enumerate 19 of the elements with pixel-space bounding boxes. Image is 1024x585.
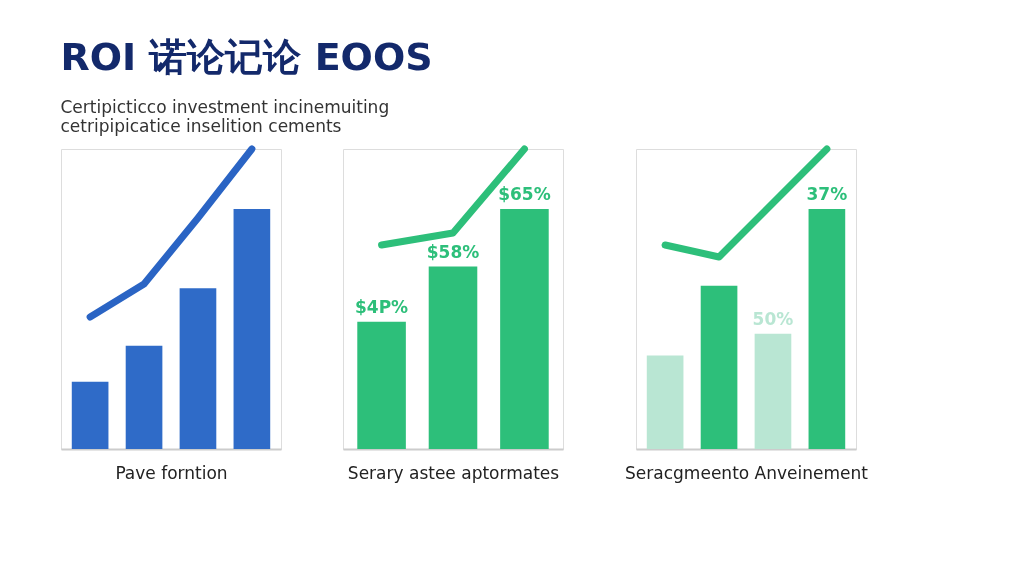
bar [808, 209, 846, 449]
x-axis-title: Pave forntion [115, 462, 228, 483]
bar [71, 381, 109, 449]
text: cetripipicatice inselition cements [60, 116, 342, 136]
annotation: $58% [426, 241, 480, 262]
chart-title: ROI 诺论记论 EOOS [60, 35, 433, 79]
x-axis-title: Seracgmeento Anveinement [625, 462, 869, 483]
bar [700, 285, 738, 449]
bar [125, 345, 163, 449]
annotation: 50% [752, 308, 794, 329]
annotation: 37% [806, 184, 848, 204]
text: Certipicticco investment incinemuiting [60, 97, 390, 117]
bar [646, 355, 684, 449]
bar [179, 288, 217, 449]
bar [233, 209, 271, 449]
bar [754, 333, 792, 449]
annotation: $65% [498, 184, 551, 204]
x-axis-title: Serary astee aptormates [347, 462, 560, 483]
annotation: $4P% [354, 296, 409, 317]
